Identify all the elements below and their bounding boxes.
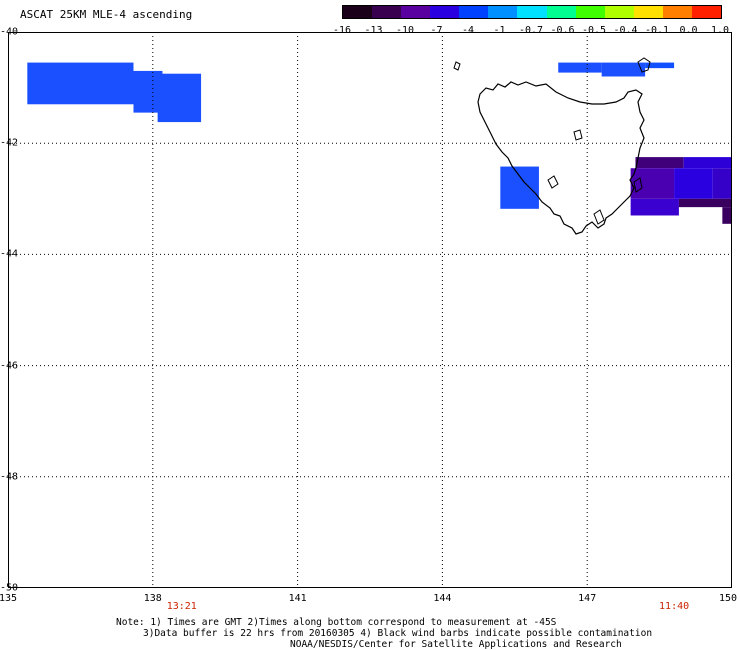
colorbar-tick-label: -1 xyxy=(493,25,506,36)
longitude-tick-label: 138 xyxy=(143,593,162,604)
swath-cell xyxy=(635,157,684,169)
longitude-tick-label: 135 xyxy=(0,593,18,604)
colorbar-segment xyxy=(517,6,548,18)
note-line-2: 3)Data buffer is 22 hrs from 20160305 4)… xyxy=(143,628,653,639)
swath-cell xyxy=(712,168,732,199)
swath-time-label: 11:40 xyxy=(659,601,690,612)
king-island xyxy=(453,61,461,71)
colorbar-segment xyxy=(372,6,402,18)
tasmania-coastline xyxy=(453,57,651,235)
swath-cell xyxy=(601,62,646,77)
bruny-island xyxy=(593,209,605,225)
lake xyxy=(547,175,559,189)
colorbar xyxy=(342,5,722,19)
swath-cell xyxy=(645,62,675,69)
colorbar-segment xyxy=(662,6,693,18)
colorbar-segment xyxy=(575,6,606,18)
colorbar-segment xyxy=(691,6,722,18)
swath-time-label: 13:21 xyxy=(166,601,197,612)
colorbar-segment xyxy=(604,6,635,18)
swath-cell xyxy=(683,157,732,169)
maria-island xyxy=(633,177,643,193)
colorbar-tick-label: -0.7 xyxy=(518,25,544,36)
colorbar-segment xyxy=(401,6,431,18)
colorbar-segment xyxy=(343,6,373,18)
colorbar-tick-label: 0.0 xyxy=(679,25,698,36)
colorbar-tick-label: -16 xyxy=(332,25,352,36)
swath-cell xyxy=(558,62,602,73)
flinders-island xyxy=(637,57,651,73)
swath-cell xyxy=(674,168,713,199)
swath-cell xyxy=(678,198,732,208)
longitude-tick-label: 147 xyxy=(578,593,597,604)
latitude-tick-label: -46 xyxy=(0,360,19,372)
latitude-tick-label: -44 xyxy=(0,248,19,260)
colorbar-tick-label: 1.0 xyxy=(710,25,730,36)
swath-cell xyxy=(157,73,202,123)
lake xyxy=(573,129,583,141)
tasmania-mainland xyxy=(477,81,645,235)
swath-cell xyxy=(500,166,539,209)
colorbar-segment xyxy=(633,6,664,18)
map-plot xyxy=(8,32,732,588)
note-line-1: Note: 1) Times are GMT 2)Times along bot… xyxy=(116,617,557,628)
map-border xyxy=(8,32,732,588)
graticule xyxy=(8,32,732,588)
colorbar-tick-label: -13 xyxy=(364,25,383,36)
latitude-tick-label: -42 xyxy=(0,137,19,149)
latitude-tick-label: -48 xyxy=(0,471,19,483)
colorbar-segment xyxy=(430,6,460,18)
colorbar-segment xyxy=(459,6,489,18)
swath-cell xyxy=(27,62,134,105)
longitude-tick-label: 141 xyxy=(288,593,307,604)
swath-cell xyxy=(630,198,679,216)
swath-cell xyxy=(630,168,675,199)
swath-cells xyxy=(27,62,732,224)
colorbar-tick-label: -0.4 xyxy=(613,25,638,36)
longitude-tick-label: 150 xyxy=(718,593,738,604)
latitude-tick-label: -40 xyxy=(0,26,19,38)
note-line-3: NOAA/NESDIS/Center for Satellite Applica… xyxy=(290,639,622,650)
colorbar-tick-label: -0.5 xyxy=(581,25,607,36)
colorbar-segment xyxy=(488,6,518,18)
colorbar-tick-label: -10 xyxy=(395,25,415,36)
swath-cell xyxy=(722,207,732,224)
colorbar-tick-label: -7 xyxy=(430,25,443,36)
longitude-tick-label: 144 xyxy=(433,593,452,604)
colorbar-tick-label: -4 xyxy=(461,25,475,36)
latitude-tick-label: -50 xyxy=(0,582,19,594)
colorbar-segment xyxy=(546,6,577,18)
map-title: ASCAT 25KM MLE-4 ascending xyxy=(20,8,193,21)
colorbar-tick-label: -0.6 xyxy=(550,25,575,36)
colorbar-tick-label: -0.1 xyxy=(644,25,670,36)
